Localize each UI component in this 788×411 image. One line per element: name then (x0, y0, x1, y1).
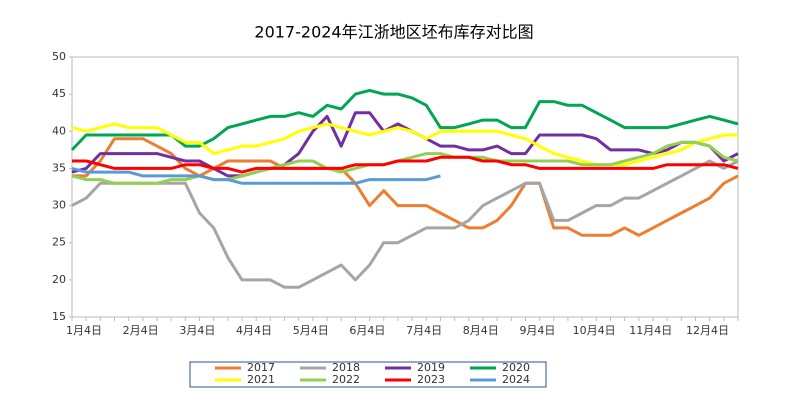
legend-label: 2023 (417, 373, 445, 386)
legend-label: 2020 (502, 361, 530, 374)
x-tick-label: 8月4日 (463, 324, 499, 337)
x-tick-label: 7月4日 (406, 324, 442, 337)
x-tick-label: 5月4日 (293, 324, 329, 337)
series-line (71, 111, 739, 178)
series-line (71, 122, 738, 167)
series-line (71, 166, 441, 185)
legend-label: 2019 (417, 361, 445, 374)
x-tick-label: 10月4日 (573, 324, 616, 337)
legend-label: 2024 (502, 373, 530, 386)
y-tick-label: 20 (52, 273, 66, 286)
x-tick-label: 1月4日 (66, 324, 102, 337)
x-tick-label: 4月4日 (236, 324, 272, 337)
y-tick-label: 40 (52, 124, 66, 137)
y-tick-label: 30 (52, 199, 66, 212)
series-line (71, 140, 739, 185)
plot-frame (71, 56, 739, 318)
x-tick-label: 9月4日 (519, 324, 555, 337)
x-tick-label: 2月4日 (123, 324, 159, 337)
y-tick-label: 25 (52, 236, 66, 249)
series-line (71, 159, 739, 289)
series-line (72, 155, 739, 174)
y-tick-label: 45 (52, 87, 66, 100)
legend-label: 2021 (247, 373, 275, 386)
x-tick-label: 3月4日 (179, 324, 215, 337)
legend-label: 2018 (332, 361, 360, 374)
y-tick-label: 50 (52, 50, 66, 63)
x-tick-label: 11月4日 (629, 324, 672, 337)
series-line (70, 88, 739, 151)
y-tick-label: 15 (52, 310, 66, 323)
y-tick-label: 35 (52, 161, 66, 174)
x-tick-label: 6月4日 (349, 324, 385, 337)
legend-label: 2017 (247, 361, 275, 374)
legend-label: 2022 (332, 373, 360, 386)
chart-title: 2017-2024年江浙地区坯布库存对比图 (254, 23, 533, 42)
legend-box (189, 361, 547, 388)
x-tick-label: 12月4日 (686, 324, 729, 337)
